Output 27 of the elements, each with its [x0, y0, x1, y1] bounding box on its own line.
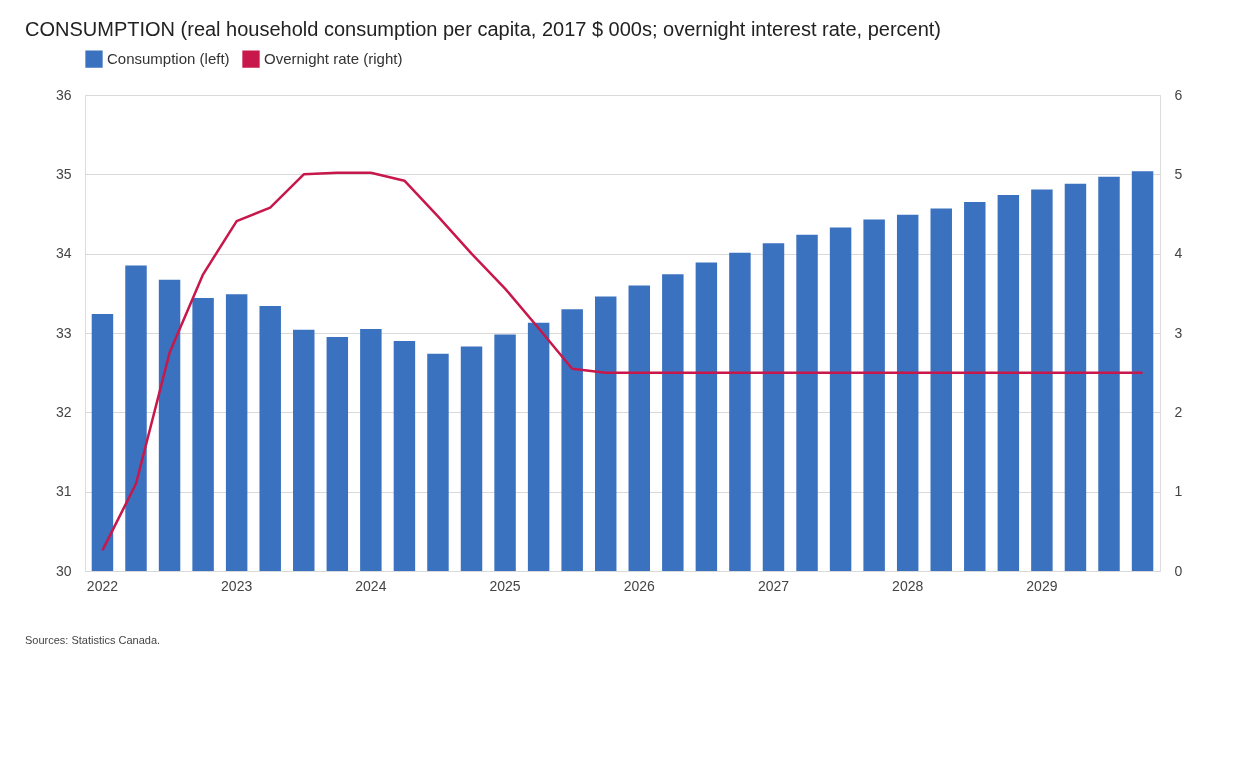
y-tick-label: 34 [55, 245, 72, 262]
legend-label: Consumption (left) [107, 50, 230, 68]
x-tick-label: 2028 [892, 577, 924, 594]
x-tick-label: 2022 [86, 577, 119, 594]
y-tick-label: 30 [55, 562, 72, 579]
x-tick-label: 2025 [489, 577, 521, 594]
x-tick-label: 2024 [355, 577, 387, 594]
y2-tick-label: 5 [1174, 165, 1183, 182]
source-note: Sources: Statistics Canada. [25, 634, 161, 646]
y2-tick-label: 1 [1174, 483, 1183, 500]
x-tick-label: 2027 [757, 577, 790, 594]
y-tick-label: 32 [55, 403, 72, 420]
legend-label: Overnight rate (right) [264, 50, 403, 68]
line-series [101, 171, 1144, 552]
x-tick-label: 2026 [623, 577, 656, 594]
y-tick-label: 33 [55, 324, 72, 341]
y-tick-label: 31 [55, 483, 72, 500]
y2-tick-label: 6 [1174, 86, 1183, 103]
y2-tick-label: 0 [1174, 562, 1183, 579]
y2-tick-label: 3 [1174, 324, 1183, 341]
y-tick-label: 35 [55, 165, 72, 182]
y2-tick-label: 4 [1174, 245, 1183, 262]
chart-title: CONSUMPTION (real household consumption per capita, 2017 $ 000s; overnight interest rate, percent) [25, 18, 942, 40]
y-tick-label: 36 [55, 86, 72, 103]
x-tick-label: 2029 [1026, 577, 1058, 594]
x-tick-label: 2023 [221, 577, 253, 594]
y2-tick-label: 2 [1174, 403, 1183, 420]
